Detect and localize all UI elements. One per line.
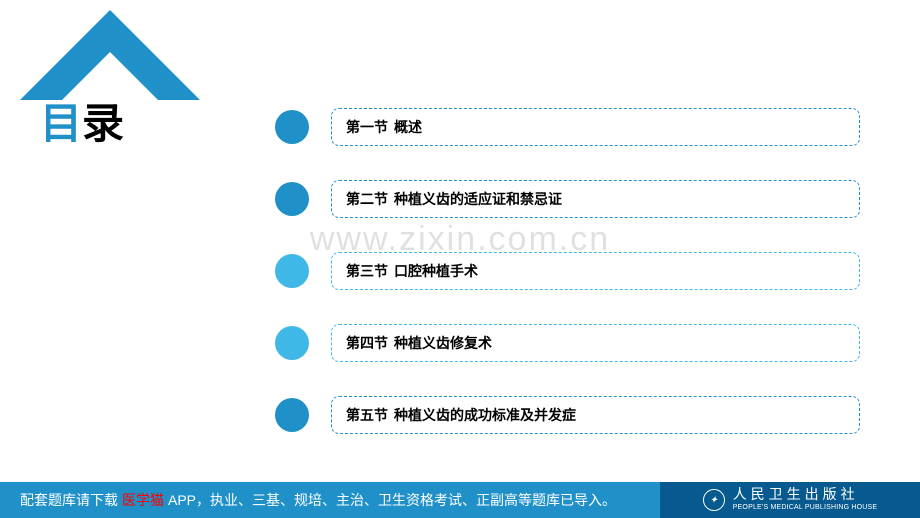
toc-label: 口腔种植手术 — [394, 263, 478, 279]
toc-item-box: 第五节种植义齿的成功标准及并发症 — [331, 396, 860, 434]
toc-item: 第二节种植义齿的适应证和禁忌证 — [275, 180, 860, 218]
toc-section: 第五节 — [346, 407, 388, 423]
toc-item: 第一节概述 — [275, 108, 860, 146]
publisher-logo-icon: ✦ — [703, 489, 725, 511]
publisher-text: 人民卫生出版社 PEOPLE'S MEDICAL PUBLISHING HOUS… — [733, 489, 878, 511]
publisher-cn: 人民卫生出版社 — [733, 489, 878, 504]
publisher-en: PEOPLE'S MEDICAL PUBLISHING HOUSE — [733, 504, 878, 511]
toc-label: 种植义齿的适应证和禁忌证 — [394, 191, 562, 207]
page-title: 目录 — [40, 90, 124, 151]
bullet-icon — [275, 254, 309, 288]
bullet-icon — [275, 182, 309, 216]
footer-prefix: 配套题库请下载 — [20, 490, 118, 510]
title-char-0: 目 — [40, 100, 82, 147]
toc-item: 第五节种植义齿的成功标准及并发症 — [275, 396, 860, 434]
footer-left: 配套题库请下载 医学猫 APP，执业、三基、规培、主治、卫生资格考试、正副高等题… — [0, 482, 660, 518]
footer-right: ✦ 人民卫生出版社 PEOPLE'S MEDICAL PUBLISHING HO… — [660, 482, 920, 518]
toc-section: 第三节 — [346, 263, 388, 279]
bullet-icon — [275, 398, 309, 432]
title-char-1: 录 — [82, 100, 124, 147]
toc-item-box: 第一节概述 — [331, 108, 860, 146]
toc-item-box: 第三节口腔种植手术 — [331, 252, 860, 290]
header-triangle — [20, 10, 200, 100]
toc-section: 第二节 — [346, 191, 388, 207]
footer-app-name: 医学猫 — [122, 490, 164, 510]
toc-item-box: 第二节种植义齿的适应证和禁忌证 — [331, 180, 860, 218]
toc-label: 种植义齿的成功标准及并发症 — [394, 407, 576, 423]
toc-item-box: 第四节种植义齿修复术 — [331, 324, 860, 362]
toc-section: 第四节 — [346, 335, 388, 351]
toc-label: 种植义齿修复术 — [394, 335, 492, 351]
bullet-icon — [275, 326, 309, 360]
bullet-icon — [275, 110, 309, 144]
toc-item: 第三节口腔种植手术 — [275, 252, 860, 290]
toc-label: 概述 — [394, 119, 422, 135]
toc-list: 第一节概述 第二节种植义齿的适应证和禁忌证 第三节口腔种植手术 第四节种植义齿修… — [275, 108, 860, 468]
footer: 配套题库请下载 医学猫 APP，执业、三基、规培、主治、卫生资格考试、正副高等题… — [0, 482, 920, 518]
footer-suffix: APP，执业、三基、规培、主治、卫生资格考试、正副高等题库已导入。 — [168, 490, 616, 510]
toc-section: 第一节 — [346, 119, 388, 135]
toc-item: 第四节种植义齿修复术 — [275, 324, 860, 362]
